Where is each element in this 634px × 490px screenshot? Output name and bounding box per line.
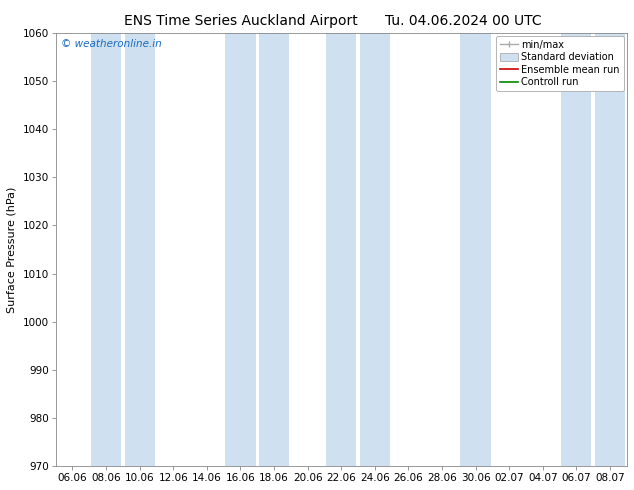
Bar — [124, 33, 155, 466]
Bar — [259, 33, 289, 466]
Legend: min/max, Standard deviation, Ensemble mean run, Controll run: min/max, Standard deviation, Ensemble me… — [496, 36, 624, 91]
Y-axis label: Surface Pressure (hPa): Surface Pressure (hPa) — [7, 186, 17, 313]
Bar — [561, 33, 592, 466]
Text: ENS Time Series Auckland Airport: ENS Time Series Auckland Airport — [124, 14, 358, 28]
Text: Tu. 04.06.2024 00 UTC: Tu. 04.06.2024 00 UTC — [384, 14, 541, 28]
Bar — [595, 33, 625, 466]
Bar — [225, 33, 256, 466]
Bar — [326, 33, 356, 466]
Text: © weatheronline.in: © weatheronline.in — [61, 40, 162, 49]
Bar — [359, 33, 390, 466]
Bar — [91, 33, 121, 466]
Bar — [460, 33, 491, 466]
